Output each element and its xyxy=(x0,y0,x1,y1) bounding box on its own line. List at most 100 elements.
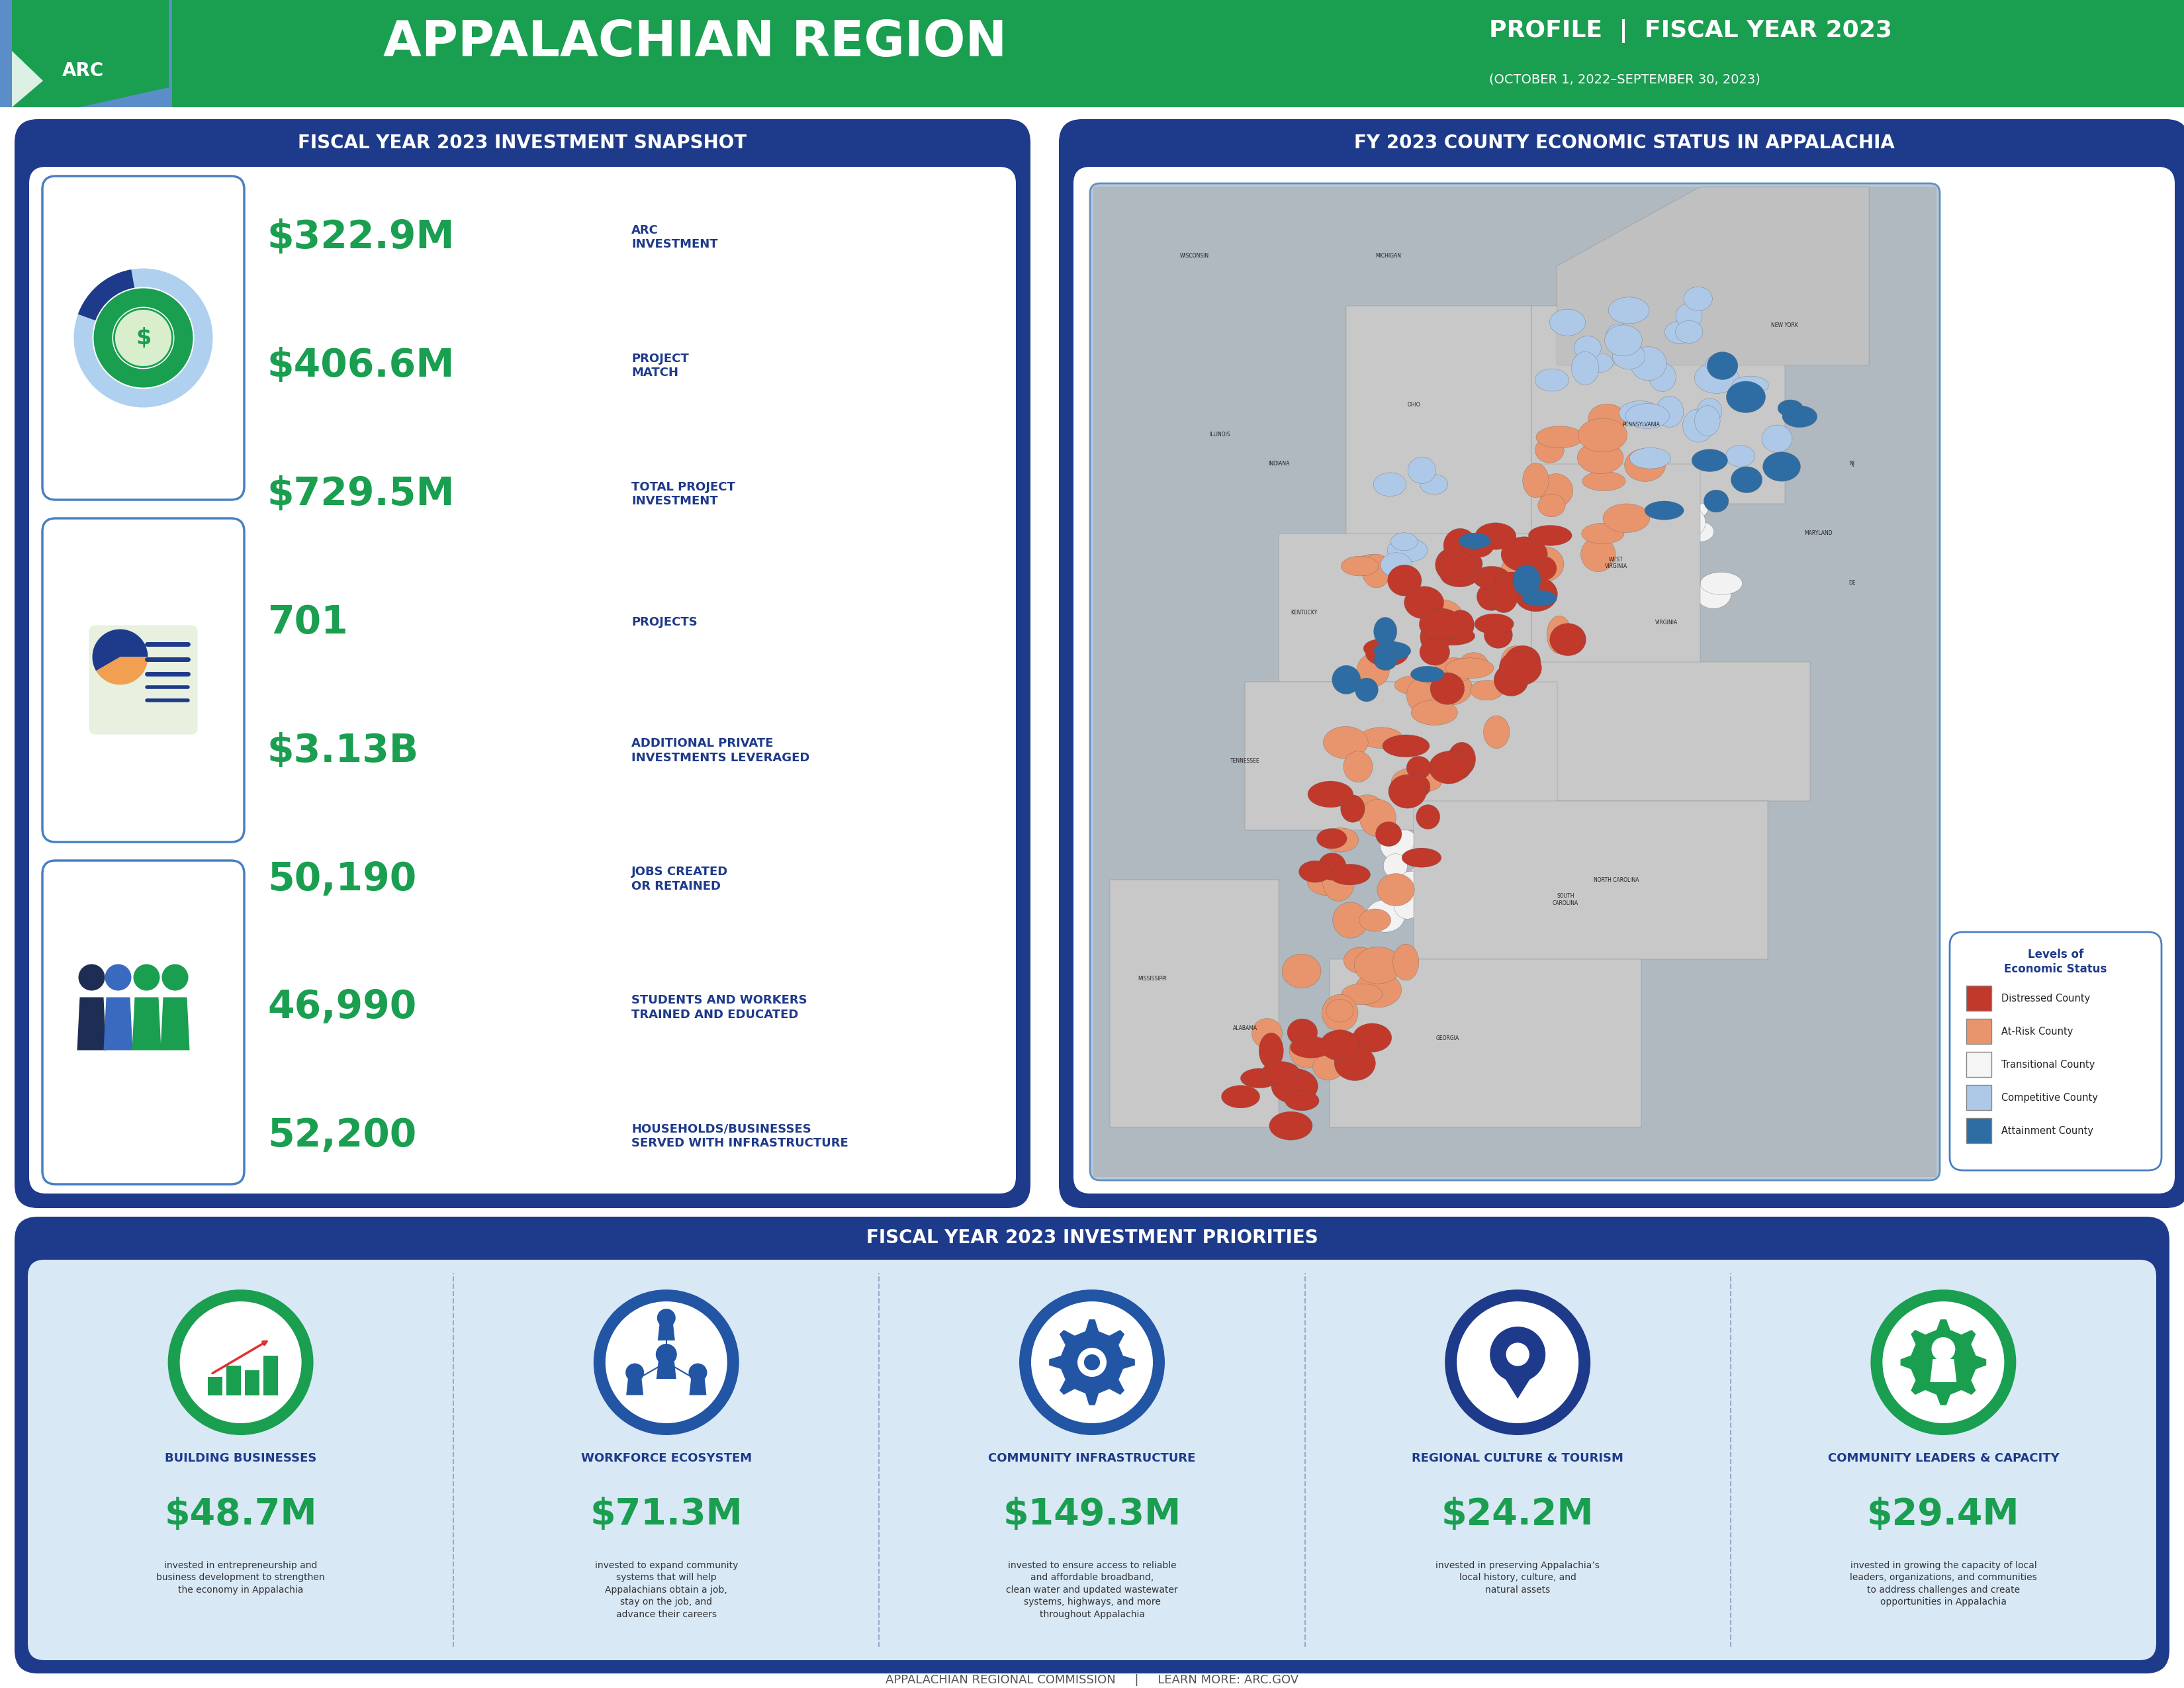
Ellipse shape xyxy=(1529,591,1566,614)
Ellipse shape xyxy=(1520,562,1546,586)
Ellipse shape xyxy=(1446,658,1494,679)
Text: STUDENTS AND WORKERS
TRAINED AND EDUCATED: STUDENTS AND WORKERS TRAINED AND EDUCATE… xyxy=(631,994,808,1021)
Text: OHIO: OHIO xyxy=(1406,402,1420,407)
Ellipse shape xyxy=(1686,522,1714,542)
Ellipse shape xyxy=(1221,1085,1260,1107)
Ellipse shape xyxy=(1354,972,1402,1008)
Text: PROJECTS: PROJECTS xyxy=(631,616,697,628)
Text: INDIANA: INDIANA xyxy=(1269,461,1289,468)
Circle shape xyxy=(168,1290,314,1435)
Ellipse shape xyxy=(1489,810,1524,830)
Ellipse shape xyxy=(1343,947,1378,974)
Ellipse shape xyxy=(1428,626,1474,645)
Bar xyxy=(1966,1020,1992,1043)
Polygon shape xyxy=(1413,800,1767,959)
Ellipse shape xyxy=(1503,481,1527,503)
Ellipse shape xyxy=(1289,1031,1324,1069)
Text: Levels of
Economic Status: Levels of Economic Status xyxy=(2005,949,2108,976)
Text: 52,200: 52,200 xyxy=(266,1117,417,1155)
Circle shape xyxy=(79,964,105,991)
Ellipse shape xyxy=(1500,554,1540,589)
Ellipse shape xyxy=(1581,523,1625,544)
Bar xyxy=(1966,1117,1992,1143)
Circle shape xyxy=(655,1344,677,1366)
Ellipse shape xyxy=(1581,847,1610,871)
Ellipse shape xyxy=(1476,582,1507,611)
Ellipse shape xyxy=(1361,728,1402,748)
Ellipse shape xyxy=(1341,984,1382,1004)
Ellipse shape xyxy=(1348,979,1376,1008)
Ellipse shape xyxy=(1621,577,1655,606)
Text: $3.13B: $3.13B xyxy=(266,733,419,770)
Ellipse shape xyxy=(1444,442,1487,461)
FancyBboxPatch shape xyxy=(41,861,245,1185)
Text: ILLINOIS: ILLINOIS xyxy=(1210,430,1230,437)
Ellipse shape xyxy=(1675,304,1701,327)
Text: invested in growing the capacity of local
leaders, organizations, and communitie: invested in growing the capacity of loca… xyxy=(1850,1561,2038,1607)
Ellipse shape xyxy=(1332,665,1361,694)
Circle shape xyxy=(1446,1290,1590,1435)
Ellipse shape xyxy=(1725,381,1765,414)
Ellipse shape xyxy=(1387,960,1417,979)
Ellipse shape xyxy=(1489,581,1518,613)
Ellipse shape xyxy=(1411,770,1441,792)
Ellipse shape xyxy=(1457,400,1498,422)
Bar xyxy=(207,1377,223,1396)
Wedge shape xyxy=(79,270,135,321)
Ellipse shape xyxy=(1500,647,1531,679)
Ellipse shape xyxy=(1645,501,1684,520)
Ellipse shape xyxy=(1448,493,1472,510)
Ellipse shape xyxy=(1546,950,1579,976)
Ellipse shape xyxy=(1664,321,1695,344)
Ellipse shape xyxy=(1358,800,1396,837)
Text: NEW YORK: NEW YORK xyxy=(1771,322,1797,327)
Ellipse shape xyxy=(1588,403,1625,432)
Ellipse shape xyxy=(1461,942,1505,966)
FancyBboxPatch shape xyxy=(41,518,245,842)
Ellipse shape xyxy=(1470,490,1516,513)
Ellipse shape xyxy=(1607,297,1649,324)
Bar xyxy=(1966,1052,1992,1077)
Ellipse shape xyxy=(1498,650,1542,685)
Ellipse shape xyxy=(1396,675,1441,695)
Ellipse shape xyxy=(1557,513,1597,540)
Text: $729.5M: $729.5M xyxy=(266,476,454,513)
Ellipse shape xyxy=(1645,614,1682,643)
FancyBboxPatch shape xyxy=(1075,167,2175,1193)
Text: COMMUNITY LEADERS & CAPACITY: COMMUNITY LEADERS & CAPACITY xyxy=(1828,1452,2060,1463)
Ellipse shape xyxy=(1459,653,1487,675)
Text: $71.3M: $71.3M xyxy=(590,1497,743,1533)
Text: APPALACHIAN REGION: APPALACHIAN REGION xyxy=(382,19,1007,66)
Text: $29.4M: $29.4M xyxy=(1867,1497,2020,1533)
Ellipse shape xyxy=(1409,461,1439,481)
Ellipse shape xyxy=(1380,829,1420,863)
Ellipse shape xyxy=(1420,599,1461,628)
Ellipse shape xyxy=(1485,871,1509,900)
Ellipse shape xyxy=(1470,680,1503,701)
Text: MICHIGAN: MICHIGAN xyxy=(1376,253,1402,258)
Text: invested in entrepreneurship and
business development to strengthen
the economy : invested in entrepreneurship and busines… xyxy=(157,1561,325,1595)
Polygon shape xyxy=(1330,959,1642,1128)
Ellipse shape xyxy=(1516,895,1557,913)
Ellipse shape xyxy=(1324,864,1354,901)
Ellipse shape xyxy=(1625,403,1669,429)
Ellipse shape xyxy=(1579,582,1623,609)
Ellipse shape xyxy=(1540,474,1572,508)
Bar xyxy=(245,1371,260,1396)
Ellipse shape xyxy=(1479,589,1514,609)
Text: TOTAL PROJECT
INVESTMENT: TOTAL PROJECT INVESTMENT xyxy=(631,481,736,506)
Ellipse shape xyxy=(1404,586,1444,619)
Text: WEST
VIRGINIA: WEST VIRGINIA xyxy=(1605,557,1627,569)
Ellipse shape xyxy=(1308,869,1354,896)
Ellipse shape xyxy=(1631,515,1662,540)
Text: invested to ensure access to reliable
and affordable broadband,
clean water and : invested to ensure access to reliable an… xyxy=(1007,1561,1177,1619)
Ellipse shape xyxy=(1704,490,1728,511)
Circle shape xyxy=(688,1364,708,1382)
Ellipse shape xyxy=(1618,429,1645,454)
Wedge shape xyxy=(594,1290,738,1435)
Ellipse shape xyxy=(1682,408,1714,442)
Ellipse shape xyxy=(1334,1045,1376,1080)
Text: invested in preserving Appalachia’s
local history, culture, and
natural assets: invested in preserving Appalachia’s loca… xyxy=(1435,1561,1599,1595)
Text: invested to expand community
systems that will help
Appalachians obtain a job,
s: invested to expand community systems tha… xyxy=(594,1561,738,1619)
Ellipse shape xyxy=(1284,1090,1319,1111)
